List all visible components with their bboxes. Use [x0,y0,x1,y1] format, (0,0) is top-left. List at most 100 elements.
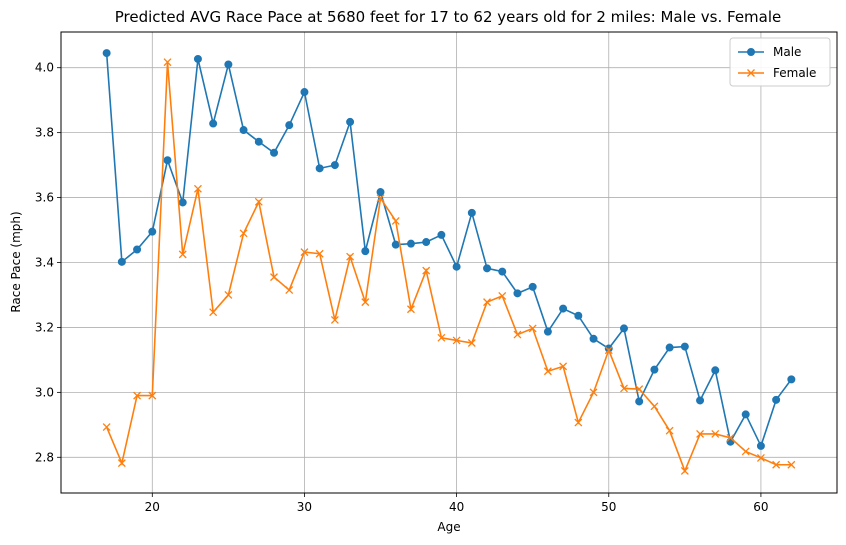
data-point-male [528,282,537,291]
data-point-female [178,250,187,259]
data-point-female [680,466,689,475]
data-point-male [574,311,583,320]
data-point-female [467,339,476,347]
data-point-female [422,266,431,275]
data-point-male [650,365,659,374]
data-point-female [559,362,568,371]
data-point-female [635,385,644,394]
data-point-female [589,388,598,397]
data-point-male [483,264,492,273]
series-male [102,49,796,450]
data-point-male [330,161,339,170]
data-point-male [589,334,598,343]
data-point-male [543,327,552,336]
x-axis-ticks: 20 30 40 50 60 [145,493,769,514]
data-point-male [696,396,705,405]
data-point-male [467,208,476,217]
data-point-female [787,460,796,469]
data-point-female [756,453,765,462]
data-point-female [376,194,385,203]
data-point-male [437,230,446,239]
data-point-female [528,324,537,333]
data-point-female [346,252,355,261]
data-point-female [224,291,233,299]
data-point-female [407,305,415,314]
chart-title: Predicted AVG Race Pace at 5680 feet for… [115,8,782,26]
data-point-female [102,423,111,432]
data-point-male [665,343,674,352]
data-point-female [163,58,172,67]
data-point-female [239,229,248,238]
data-point-male [756,441,765,450]
data-point-male [148,227,157,236]
y-tick-label: 3.2 [35,320,54,334]
data-point-male [102,49,111,58]
data-point-male [163,156,172,165]
data-point-female [696,429,705,438]
data-point-male [619,324,628,333]
data-point-male [559,304,568,313]
data-point-male [254,137,263,146]
data-point-female [361,298,370,307]
legend-box [729,37,831,87]
data-point-male [193,54,202,63]
data-point-female [543,367,552,376]
grid [61,32,837,493]
data-point-female [741,447,750,456]
x-tick-label: 30 [297,500,312,514]
data-point-female [620,384,628,393]
data-point-male [787,375,796,384]
y-tick-label: 3.6 [35,191,54,205]
series-layer [102,49,796,475]
data-point-male [376,188,385,197]
series-line-male [105,53,792,449]
legend-label-female: Female [773,66,816,80]
x-axis-label: Age [437,520,460,534]
data-point-male [224,60,233,69]
data-point-female [285,286,294,295]
data-point-female [437,333,446,342]
y-tick-label: 3.0 [35,385,54,399]
data-point-male [346,117,355,126]
data-point-female [574,418,583,427]
y-tick-label: 2.8 [35,450,54,464]
data-point-male [452,262,461,271]
data-point-female [665,426,674,435]
data-point-male [391,240,400,249]
data-point-male [741,410,750,419]
data-point-female [726,433,735,442]
data-point-male [406,239,415,248]
data-point-female [650,402,659,411]
data-point-female [452,336,461,345]
data-point-female [300,248,309,257]
data-point-male [133,245,142,254]
legend-marker-female [747,69,755,77]
data-point-female [254,197,263,206]
data-point-male [239,126,248,135]
data-point-male [117,257,126,266]
x-tick-label: 50 [601,500,616,514]
data-point-female [148,391,157,400]
data-point-female [209,308,218,317]
data-point-male [680,342,689,351]
data-point-male [361,247,370,256]
x-tick-label: 20 [145,500,160,514]
data-point-male [270,148,279,157]
data-point-female [193,184,202,193]
data-point-female [117,459,126,468]
data-point-male [635,397,644,406]
series-line-female [105,62,792,474]
series-female [102,58,796,475]
y-tick-label: 3.8 [35,126,54,140]
data-point-female [315,249,324,258]
data-point-male [209,119,218,128]
legend-label-male: Male [773,45,801,59]
data-point-female [133,391,142,400]
data-point-female [513,330,522,339]
data-point-male [285,121,294,130]
data-point-male [315,164,324,173]
data-point-female [391,216,400,225]
y-axis-ticks: 2.8 3.0 3.2 3.4 3.6 3.8 4.0 [35,61,61,464]
y-tick-label: 4.0 [35,61,54,75]
